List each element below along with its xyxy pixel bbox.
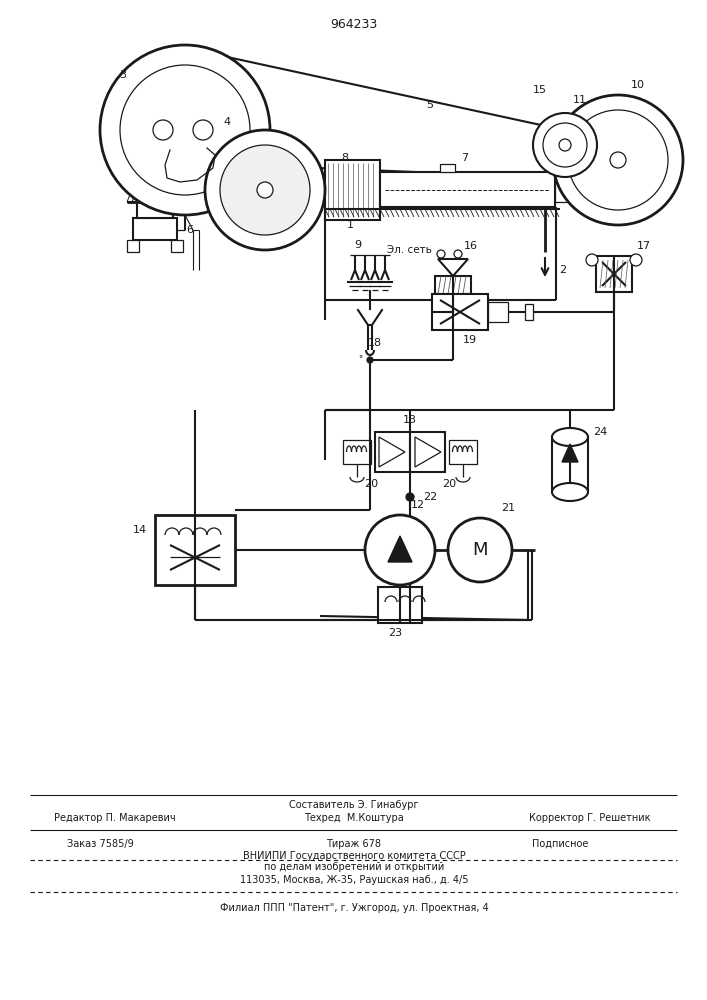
Circle shape — [100, 45, 270, 215]
Text: 21: 21 — [501, 503, 515, 513]
Bar — [440, 164, 455, 172]
Text: 6: 6 — [187, 225, 194, 235]
Circle shape — [205, 130, 325, 250]
Text: 7: 7 — [462, 153, 469, 163]
Ellipse shape — [552, 483, 588, 501]
Circle shape — [257, 182, 273, 198]
Circle shape — [543, 123, 587, 167]
Circle shape — [586, 254, 598, 266]
Text: Заказ 7585/9: Заказ 7585/9 — [66, 839, 134, 849]
Text: 4: 4 — [223, 117, 230, 127]
Circle shape — [406, 493, 414, 501]
Bar — [137, 202, 173, 218]
Text: Корректор Г. Решетник: Корректор Г. Решетник — [530, 813, 650, 823]
Text: 8: 8 — [341, 153, 349, 163]
Text: 10: 10 — [631, 80, 645, 90]
Circle shape — [437, 250, 445, 258]
Circle shape — [610, 152, 626, 168]
Circle shape — [367, 357, 373, 363]
Text: 964233: 964233 — [330, 18, 378, 31]
Bar — [488, 302, 508, 322]
Text: 20: 20 — [442, 479, 456, 489]
Bar — [596, 256, 632, 292]
Circle shape — [220, 145, 310, 235]
Text: °: ° — [358, 356, 362, 364]
Circle shape — [533, 113, 597, 177]
Text: 17: 17 — [637, 241, 651, 251]
Text: 23: 23 — [388, 628, 402, 638]
Bar — [555, 177, 567, 202]
Text: 12: 12 — [411, 500, 425, 510]
Text: Техред  М.Коштура: Техред М.Коштура — [304, 813, 404, 823]
Bar — [525, 304, 533, 320]
Bar — [343, 440, 371, 464]
Bar — [449, 440, 477, 464]
Ellipse shape — [552, 428, 588, 446]
Polygon shape — [562, 444, 578, 462]
Text: ВНИИПИ Государственного комитета СССР: ВНИИПИ Государственного комитета СССР — [243, 851, 465, 861]
Text: 24: 24 — [593, 427, 607, 437]
Text: 3: 3 — [119, 70, 127, 80]
Circle shape — [630, 254, 642, 266]
Circle shape — [153, 120, 173, 140]
Circle shape — [553, 95, 683, 225]
Circle shape — [120, 65, 250, 195]
Text: 16: 16 — [464, 241, 478, 251]
Text: М: М — [472, 541, 488, 559]
Circle shape — [448, 518, 512, 582]
Circle shape — [454, 250, 462, 258]
Text: по делам изобретений и открытий: по делам изобретений и открытий — [264, 862, 444, 872]
Text: 20: 20 — [364, 479, 378, 489]
Text: 2: 2 — [559, 265, 566, 275]
Text: 14: 14 — [133, 525, 147, 535]
Text: 5: 5 — [426, 100, 433, 110]
Bar — [375, 432, 410, 472]
Text: 22: 22 — [423, 492, 437, 502]
Bar — [410, 432, 445, 472]
Bar — [127, 240, 139, 252]
Circle shape — [559, 139, 571, 151]
Bar — [378, 587, 422, 623]
Bar — [171, 240, 183, 252]
Bar — [325, 160, 380, 220]
Bar — [435, 276, 471, 294]
Bar — [155, 515, 235, 585]
Circle shape — [568, 110, 668, 210]
Text: 11: 11 — [573, 95, 587, 105]
Circle shape — [365, 515, 435, 585]
Text: Составитель Э. Гинабург: Составитель Э. Гинабург — [289, 800, 419, 810]
Text: 1: 1 — [346, 220, 354, 230]
Bar — [380, 172, 555, 207]
Text: Подписное: Подписное — [532, 839, 588, 849]
Text: 13: 13 — [403, 415, 417, 425]
Text: Тираж 678: Тираж 678 — [327, 839, 382, 849]
Bar — [133, 218, 177, 240]
Polygon shape — [388, 536, 412, 562]
Text: Редактор П. Макаревич: Редактор П. Макаревич — [54, 813, 176, 823]
Bar — [432, 294, 488, 330]
Text: 15: 15 — [533, 85, 547, 95]
Bar — [552, 437, 588, 492]
Text: Эл. сеть: Эл. сеть — [387, 245, 432, 255]
Text: 9: 9 — [354, 240, 361, 250]
Text: Филиал ППП "Патент", г. Ужгород, ул. Проектная, 4: Филиал ППП "Патент", г. Ужгород, ул. Про… — [220, 903, 489, 913]
Text: 19: 19 — [463, 335, 477, 345]
Text: 18: 18 — [368, 338, 382, 348]
Circle shape — [193, 120, 213, 140]
Text: 113035, Москва, Ж-35, Раушская наб., д. 4/5: 113035, Москва, Ж-35, Раушская наб., д. … — [240, 875, 468, 885]
